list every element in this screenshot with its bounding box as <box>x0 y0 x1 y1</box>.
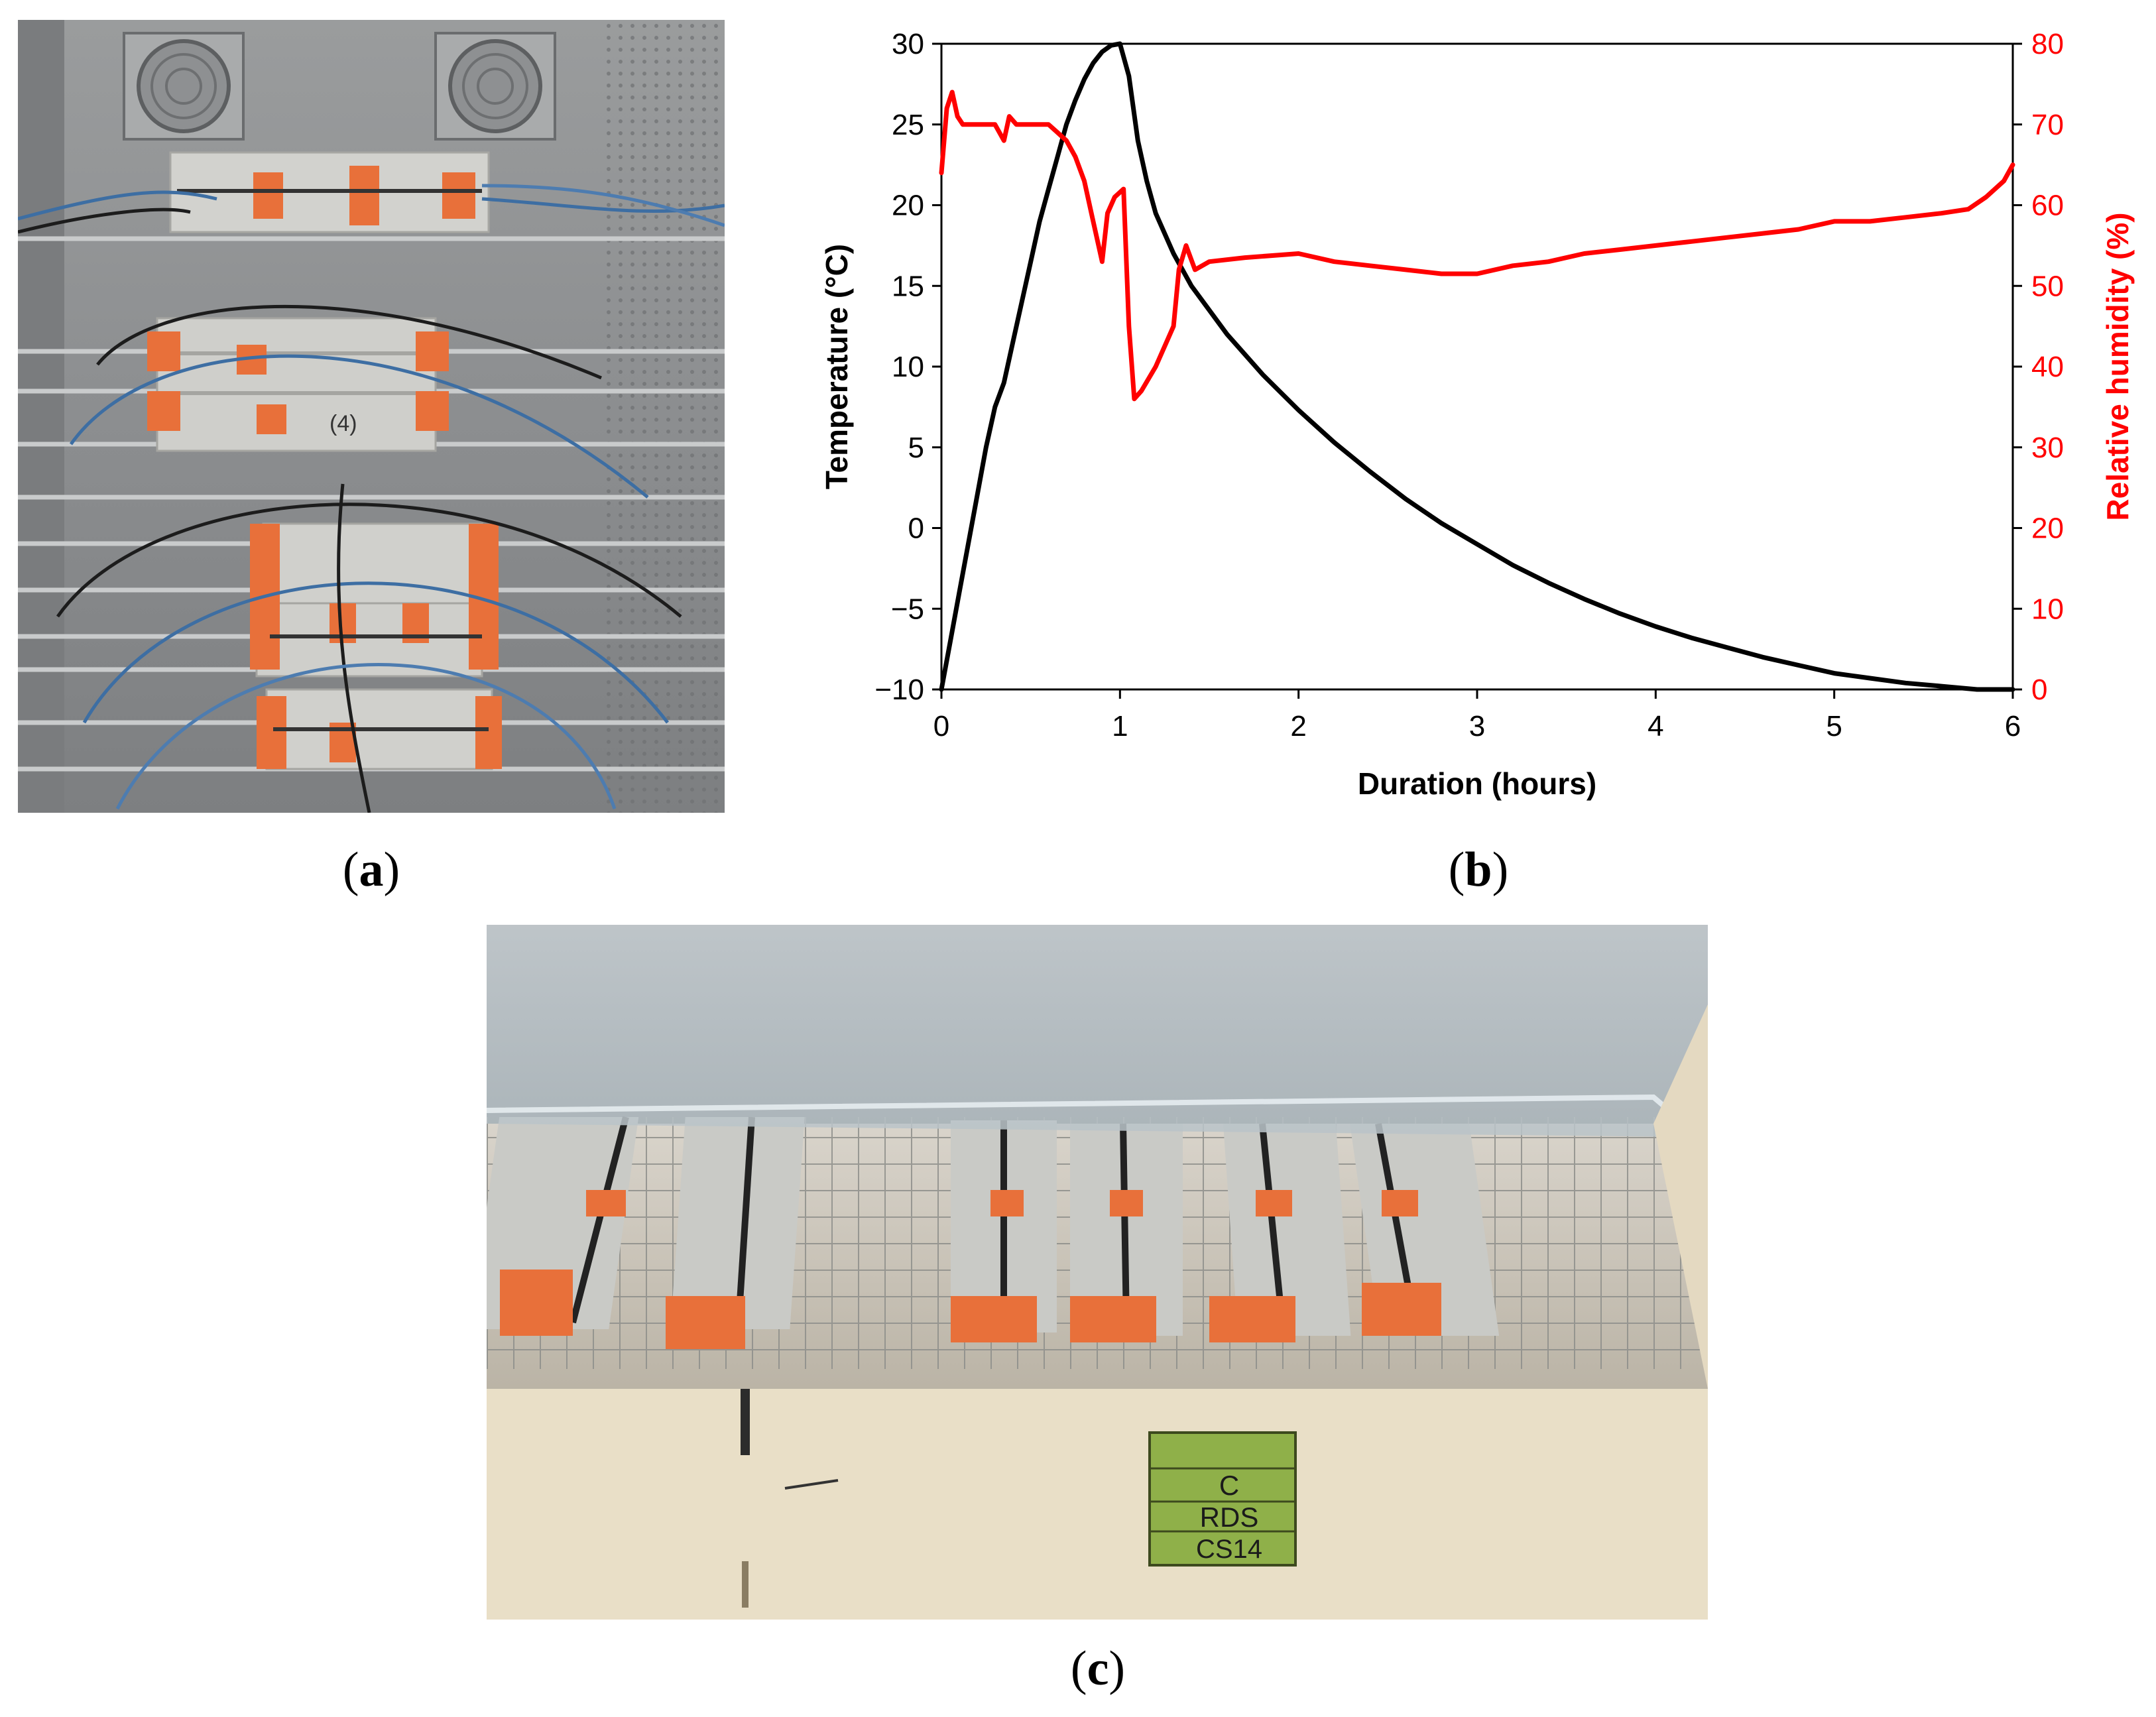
y2-axis-label: Relative humidity (%) <box>2100 212 2135 520</box>
caption-a: (a) <box>342 843 400 897</box>
y-tick-label-5: 15 <box>892 270 924 302</box>
y2-tick-label-1: 10 <box>2031 593 2064 625</box>
y-axis-label: Temperature (°C) <box>819 244 854 489</box>
humidity-series-line <box>939 89 2015 402</box>
photo-climate-chamber-drawing: (4) <box>18 20 725 813</box>
y2-tick-label-2: 20 <box>2031 512 2064 545</box>
y2-tick-label-7: 70 <box>2031 109 2064 141</box>
series-lines <box>939 41 2015 692</box>
caption-c-letter: c <box>1087 1641 1109 1696</box>
photo-specimen-box-drawing: C RDS CS14 <box>487 925 1708 1620</box>
photo-climate-chamber: (4) <box>18 20 725 813</box>
box-latch <box>741 1389 750 1455</box>
specimen-bottom-stack <box>250 522 502 770</box>
caption-b-letter: b <box>1465 843 1492 897</box>
fan-right <box>434 32 556 141</box>
box-label: C RDS CS14 <box>1148 1431 1297 1567</box>
y2-axis-ticks: 0 10 20 30 40 50 60 70 80 <box>2013 28 2064 706</box>
y2-tick-label-6: 60 <box>2031 190 2064 222</box>
box-side-wall <box>1653 1004 1708 1389</box>
photo-specimen-box: C RDS CS14 <box>487 925 1708 1620</box>
specimen-top <box>169 151 490 233</box>
x-tick-label-1: 1 <box>1112 710 1128 742</box>
x-axis-label: Duration (hours) <box>1358 766 1596 801</box>
y-tick-label-8: 30 <box>892 28 924 60</box>
caption-b: (b) <box>1448 843 1509 897</box>
x-tick-label-0: 0 <box>933 710 949 742</box>
x-tick-label-5: 5 <box>1826 710 1842 742</box>
box-front-wall <box>487 1389 1708 1620</box>
y2-tick-label-4: 40 <box>2031 351 2064 383</box>
y-tick-label-1: −5 <box>891 593 924 625</box>
chamber-side-perforation <box>601 20 725 813</box>
x-tick-label-4: 4 <box>1647 710 1663 742</box>
y-axis-ticks: −10 −5 0 5 10 15 20 25 30 <box>874 28 941 706</box>
y2-tick-label-3: 30 <box>2031 432 2064 464</box>
y-tick-label-6: 20 <box>892 190 924 222</box>
y2-tick-label-5: 50 <box>2031 270 2064 302</box>
plot-frame <box>940 42 2014 691</box>
box-label-line-2: RDS <box>1200 1502 1259 1533</box>
box-label-line-1: C <box>1219 1470 1239 1501</box>
temperature-series-line <box>939 41 2015 692</box>
temperature-humidity-chart: 0 1 2 3 4 5 6 −10 −5 0 5 10 15 20 25 30 0 10 20 30 40 50 60 7… <box>819 28 2135 801</box>
x-axis-ticks: 0 1 2 3 4 5 6 <box>933 689 2021 742</box>
caption-c: (c) <box>1070 1641 1126 1696</box>
x-tick-label-2: 2 <box>1290 710 1306 742</box>
y2-tick-label-8: 80 <box>2031 28 2064 60</box>
caption-a-letter: a <box>359 843 384 897</box>
plastic-cover <box>487 925 1708 1137</box>
y-tick-label-0: −10 <box>874 674 924 706</box>
y-tick-label-7: 25 <box>892 109 924 141</box>
pen-mark <box>784 1479 839 1490</box>
specimen-marker-text: (4) <box>329 411 357 436</box>
x-tick-label-6: 6 <box>2005 710 2021 742</box>
sensor-cables <box>18 184 725 813</box>
chamber-left-wall <box>18 20 64 813</box>
y-tick-label-4: 10 <box>892 351 924 383</box>
fan-left <box>123 32 245 141</box>
y-tick-label-2: 0 <box>908 512 924 545</box>
specimens-row <box>487 1116 1500 1349</box>
box-label-line-3: CS14 <box>1196 1535 1262 1564</box>
x-tick-label-3: 3 <box>1469 710 1485 742</box>
y2-tick-label-0: 0 <box>2031 674 2047 706</box>
y-tick-label-3: 5 <box>908 432 924 464</box>
specimen-middle: (4) <box>147 317 449 452</box>
